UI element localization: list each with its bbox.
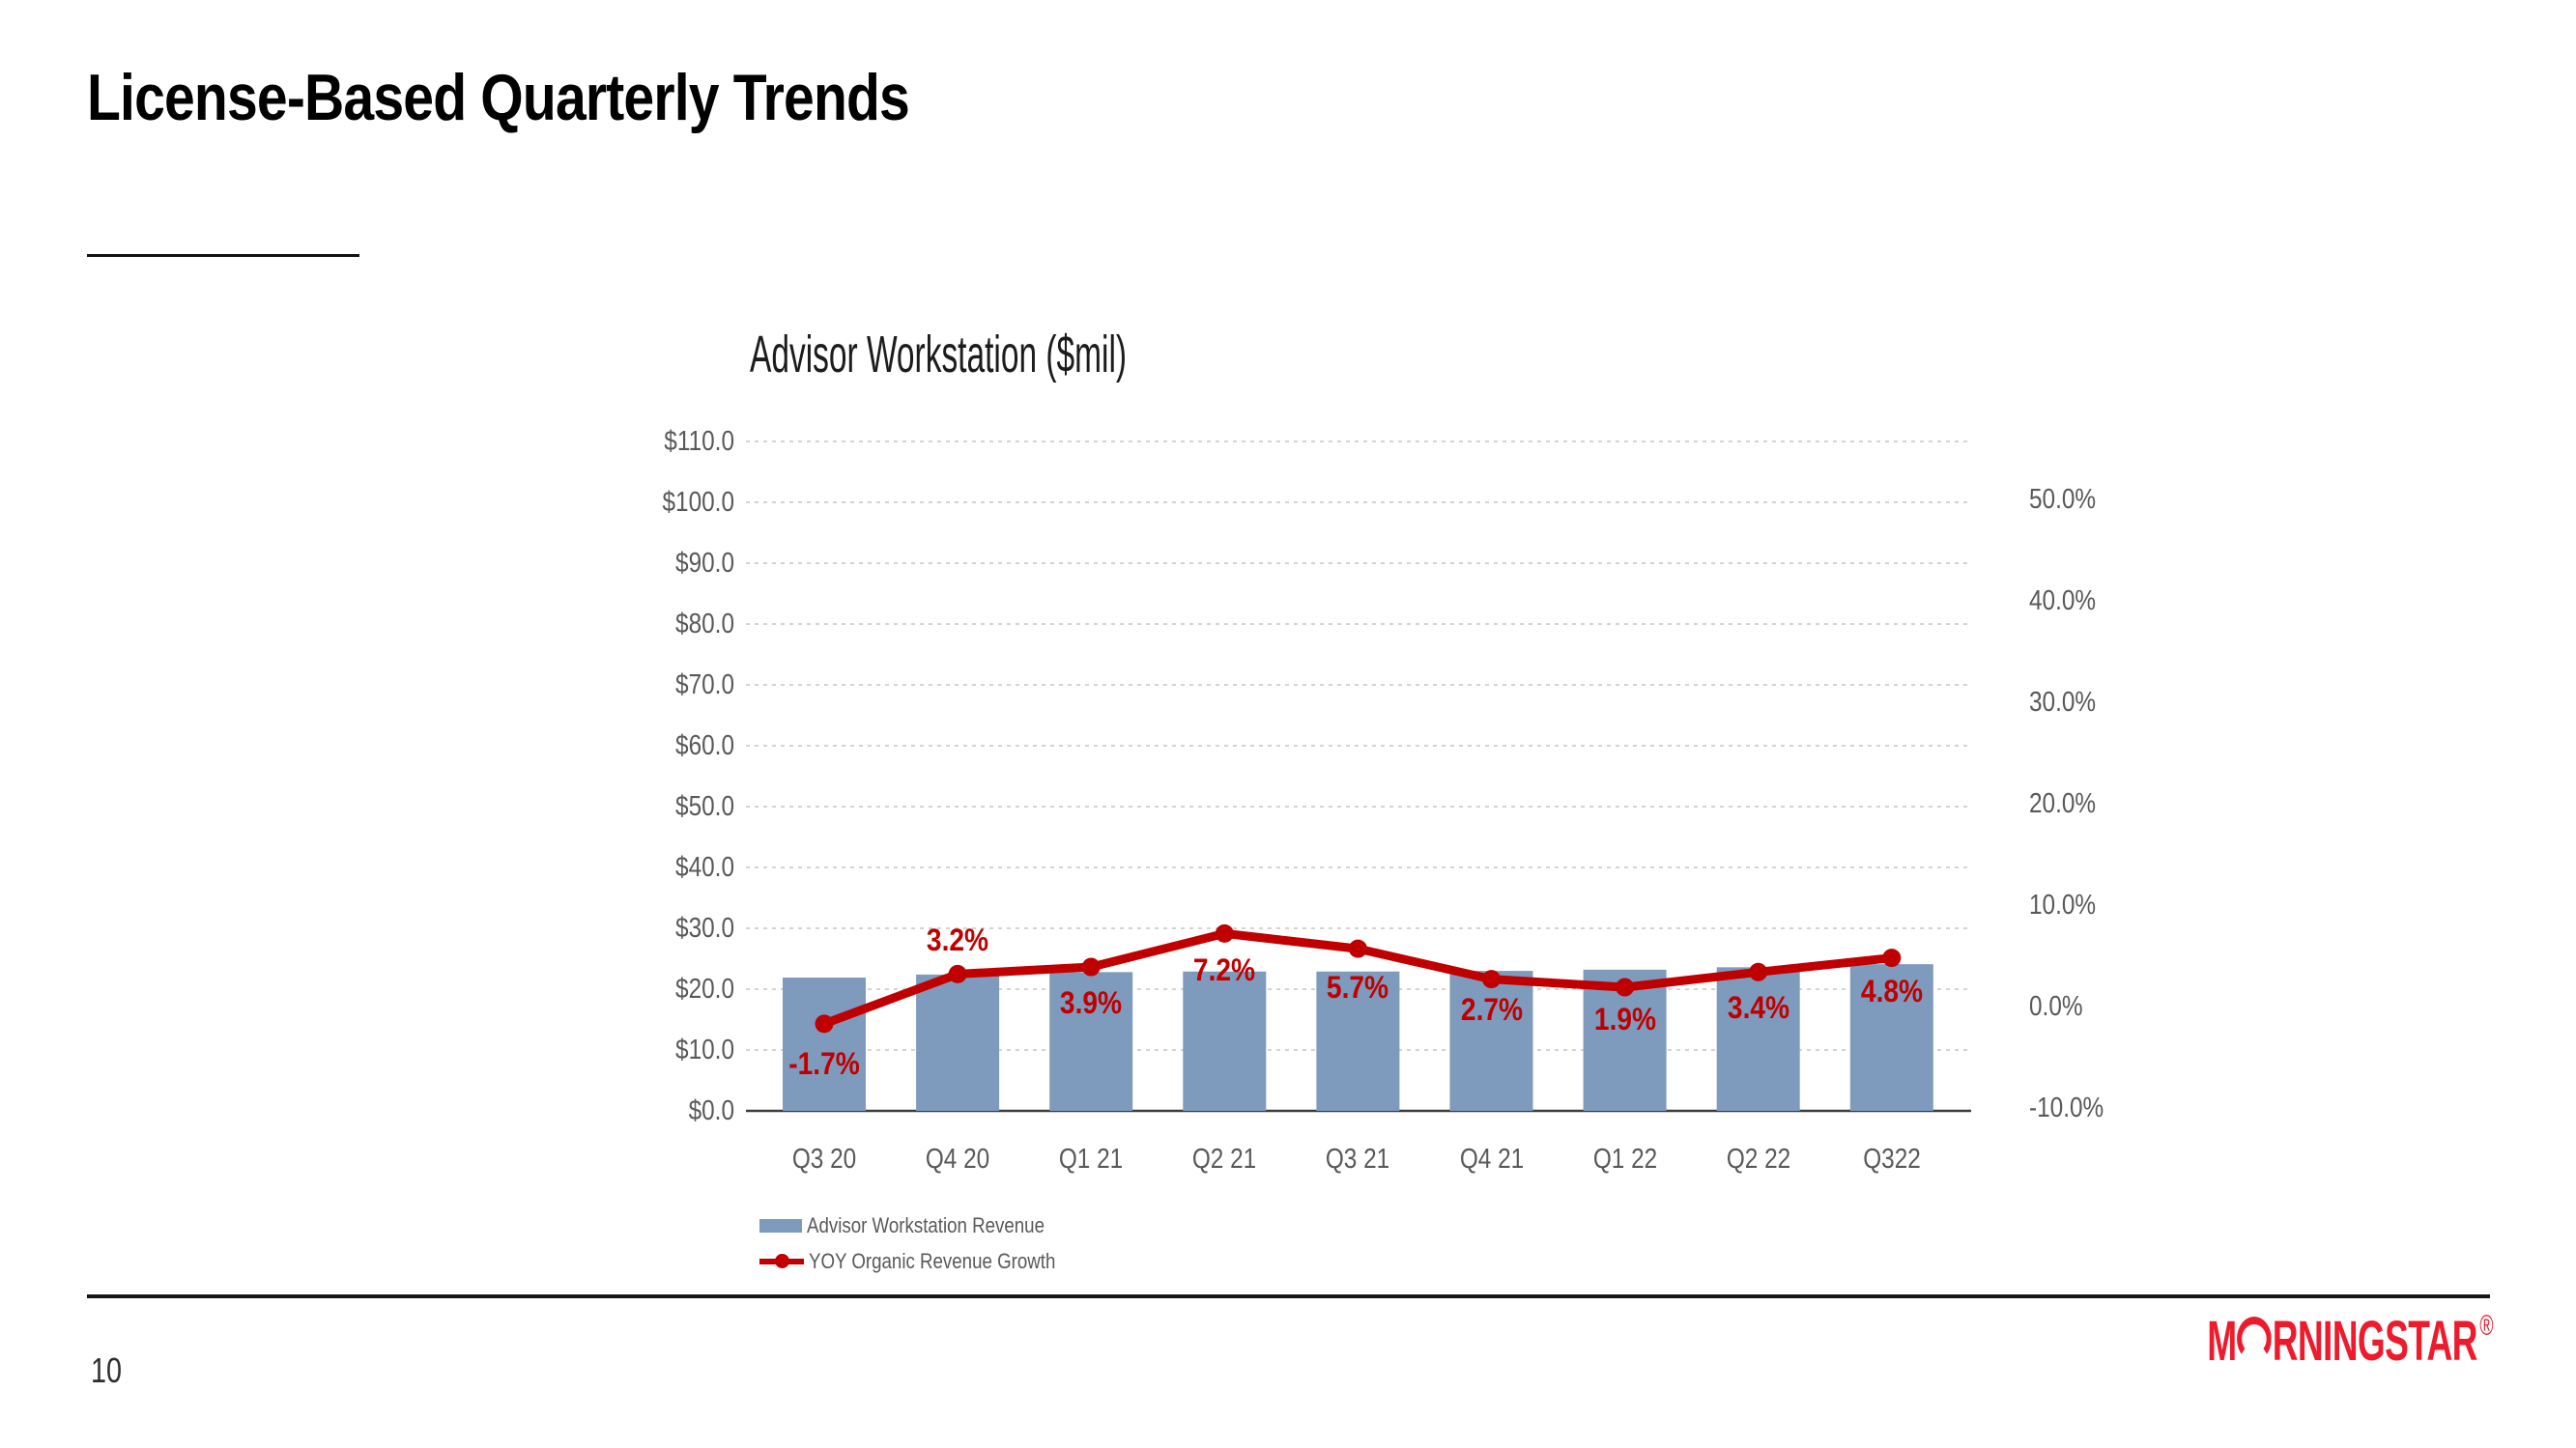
x-axis-category-label: Q3 21 — [1326, 1144, 1390, 1175]
y-axis-tick-right: 40.0% — [2029, 585, 2097, 616]
y-axis-tick-left: $60.0 — [675, 730, 734, 761]
x-axis-category-label: Q2 22 — [1726, 1144, 1790, 1175]
y-axis-tick-left: $90.0 — [675, 548, 734, 579]
x-axis-category-label: Q1 21 — [1059, 1144, 1124, 1175]
data-point-label: 2.7% — [1460, 991, 1523, 1027]
title-underline — [87, 254, 359, 257]
x-axis-category-label: Q3 20 — [791, 1144, 857, 1175]
sunrise-o-icon — [2237, 1317, 2273, 1361]
y-axis-tick-right: 50.0% — [2029, 484, 2097, 515]
growth-point — [1749, 962, 1768, 981]
growth-point — [1081, 957, 1101, 977]
revenue-bar — [916, 974, 1000, 1111]
logo-text-rest: RNINGSTAR — [2272, 1310, 2478, 1373]
y-axis-tick-left: $100.0 — [662, 487, 734, 518]
legend-item-revenue: Advisor Workstation Revenue — [759, 1207, 1099, 1243]
x-axis-category-label: Q2 21 — [1192, 1144, 1257, 1175]
data-point-label: 5.7% — [1327, 970, 1389, 1006]
registered-mark-icon: ® — [2479, 1310, 2493, 1342]
y-axis-tick-left: $80.0 — [675, 609, 734, 639]
growth-point — [1348, 939, 1367, 958]
page-title: License-Based Quarterly Trends — [87, 61, 910, 134]
growth-point — [1616, 978, 1635, 997]
data-point-label: 7.2% — [1193, 952, 1256, 988]
y-axis-tick-right: 30.0% — [2029, 687, 2097, 718]
y-axis-tick-right: 20.0% — [2029, 788, 2097, 819]
legend-label-revenue: Advisor Workstation Revenue — [807, 1212, 1045, 1237]
y-axis-tick-left: $10.0 — [675, 1035, 734, 1065]
y-axis-tick-right: 0.0% — [2029, 991, 2083, 1022]
x-axis-category-label: Q1 22 — [1592, 1144, 1657, 1175]
revenue-bar — [1183, 971, 1267, 1111]
page-number: 10 — [91, 1350, 123, 1390]
data-point-label: 3.9% — [1060, 985, 1123, 1021]
footer-divider — [87, 1294, 2490, 1298]
y-axis-tick-right: 10.0% — [2029, 890, 2097, 921]
data-point-label: 3.4% — [1727, 990, 1789, 1026]
growth-point — [1482, 970, 1501, 989]
data-point-label: 4.8% — [1860, 973, 1923, 1008]
growth-point — [1882, 949, 1902, 968]
y-axis-tick-left: $70.0 — [675, 669, 734, 700]
revenue-bar — [1716, 967, 1800, 1111]
y-axis-tick-left: $110.0 — [664, 426, 734, 457]
growth-point — [948, 964, 967, 983]
x-axis-category-label: Q4 20 — [925, 1144, 990, 1175]
y-axis-tick-left: $30.0 — [675, 913, 734, 944]
data-point-label: -1.7% — [788, 1045, 860, 1081]
x-axis-category-label: Q322 — [1862, 1144, 1921, 1175]
growth-point — [1215, 923, 1234, 943]
chart-title: Advisor Workstation ($mil) — [750, 326, 1128, 383]
line-swatch-icon — [759, 1253, 804, 1268]
morningstar-logo: M RNINGSTAR® — [2207, 1309, 2493, 1374]
chart-legend: Advisor Workstation Revenue YOY Organic … — [759, 1207, 1099, 1279]
legend-label-growth: YOY Organic Revenue Growth — [809, 1248, 1056, 1273]
y-axis-tick-left: $50.0 — [675, 791, 734, 822]
growth-point — [815, 1014, 834, 1034]
y-axis-tick-left: $20.0 — [675, 974, 734, 1005]
revenue-bar — [1583, 969, 1667, 1111]
logo-text-m: M — [2207, 1310, 2237, 1373]
y-axis-tick-left: $0.0 — [688, 1095, 734, 1126]
data-point-label: 1.9% — [1593, 1002, 1656, 1037]
bar-swatch-icon — [759, 1218, 802, 1233]
revenue-bar — [783, 978, 866, 1111]
y-axis-tick-left: $40.0 — [675, 852, 734, 883]
legend-item-growth: YOY Organic Revenue Growth — [759, 1243, 1099, 1279]
x-axis-category-label: Q4 21 — [1459, 1144, 1524, 1175]
y-axis-tick-right: -10.0% — [2029, 1093, 2104, 1123]
data-point-label: 3.2% — [927, 923, 989, 958]
